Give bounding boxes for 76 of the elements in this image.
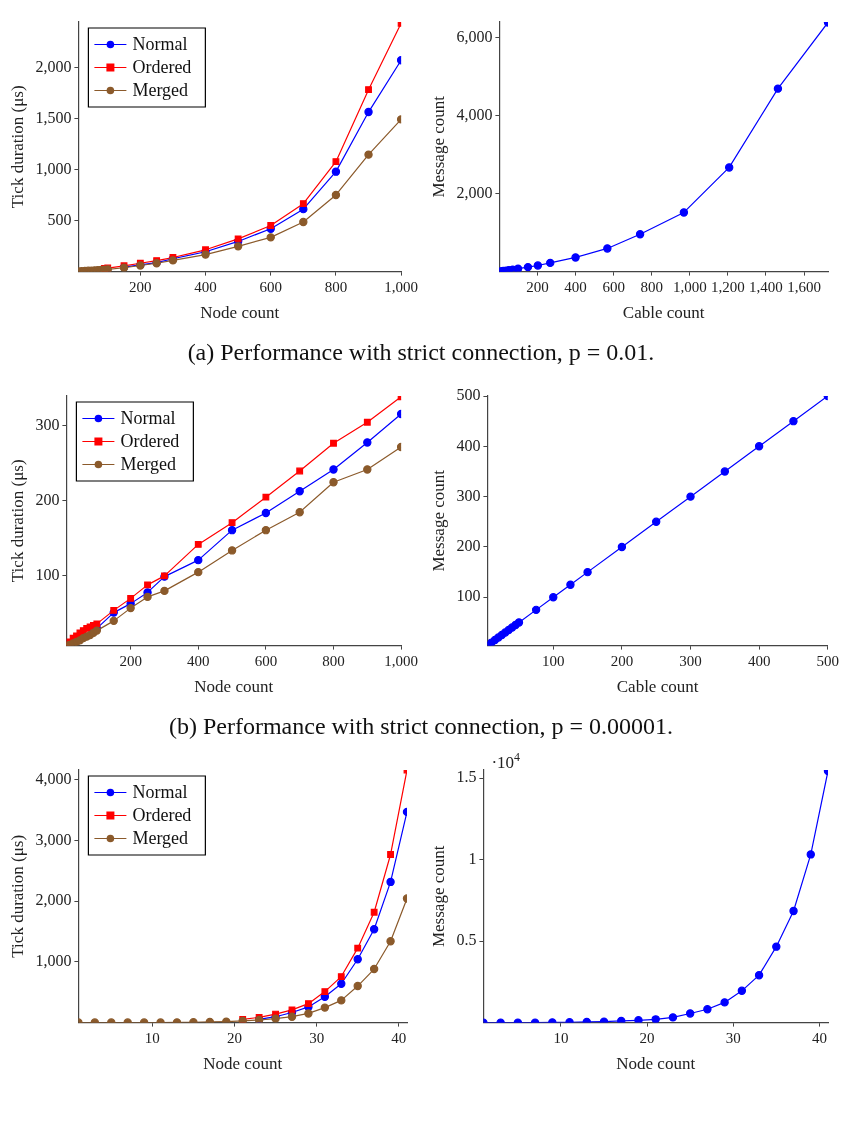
y-tick-label: 1.5: [456, 768, 477, 786]
y-tick-label: 6,000: [456, 27, 493, 45]
x-tick-label: 200: [610, 652, 634, 669]
y-axis-title: Tick duration (μs): [7, 459, 27, 583]
x-tick-label: 100: [542, 652, 565, 669]
y-tick-label: 100: [35, 566, 60, 584]
x-tick-label: 20: [226, 1029, 242, 1046]
y-tick-label: 300: [456, 486, 481, 504]
legend-label: Normal: [132, 782, 188, 803]
x-tick-label: 1,000: [672, 278, 707, 295]
y-tick-label: 4,000: [456, 105, 493, 123]
y-tick-label: 100: [456, 587, 481, 605]
x-tick-label: 10: [553, 1029, 569, 1046]
x-tick-label: 600: [254, 652, 278, 669]
legend-label: Ordered: [132, 805, 192, 826]
y-tick-label: 0.5: [456, 931, 477, 949]
y-tick-label: 500: [47, 210, 72, 228]
x-tick-label: 40: [811, 1029, 827, 1046]
legend-label: Merged: [132, 828, 189, 849]
x-tick-label: 800: [640, 278, 663, 295]
y-axis-title: Tick duration (μs): [7, 834, 27, 958]
y-tick-label: 2,000: [35, 891, 72, 909]
y-tick-label: 1,000: [35, 159, 72, 177]
x-tick-label: 1,600: [787, 278, 821, 295]
x-tick-label: 40: [391, 1029, 407, 1046]
x-tick-label: 1,000: [384, 278, 418, 295]
x-axis-title: Node count: [194, 677, 274, 697]
x-tick-label: 1,400: [749, 278, 783, 295]
x-tick-label: 200: [119, 652, 142, 669]
x-tick-label: 400: [187, 652, 210, 669]
x-tick-label: 200: [129, 278, 152, 295]
y-axis-title: Message count: [428, 845, 448, 948]
x-axis-title: Node count: [203, 1054, 283, 1074]
legend-label: Ordered: [120, 431, 180, 452]
y-axis-title: Tick duration (μs): [7, 85, 27, 209]
x-tick-label: 200: [526, 278, 549, 295]
x-tick-label: 20: [639, 1029, 655, 1046]
x-tick-label: 400: [194, 278, 217, 295]
x-tick-label: 30: [725, 1029, 741, 1046]
y-tick-label: 400: [456, 436, 481, 454]
x-tick-label: 600: [259, 278, 282, 295]
x-tick-label: 30: [309, 1029, 325, 1046]
legend-label: Merged: [120, 454, 177, 475]
x-axis-title: Node count: [200, 303, 280, 323]
x-tick-label: 1,000: [384, 652, 418, 669]
y-tick-label: 200: [35, 491, 60, 509]
y-axis-title: Message count: [428, 469, 448, 572]
text: (a) Performance with strict connection, p = 0.01.: [186, 338, 656, 367]
x-tick-label: 1,200: [710, 278, 745, 295]
y-tick-label: 3,000: [35, 830, 72, 848]
text: (b) Performance with strict connection, p = 0.00001.: [167, 712, 675, 741]
y-tick-label: 4,000: [35, 769, 72, 787]
x-tick-label: 800: [322, 652, 345, 669]
x-tick-label: 400: [747, 652, 771, 669]
x-tick-label: 300: [679, 652, 702, 669]
legend-label: Merged: [132, 80, 189, 101]
y-tick-label: 2,000: [35, 58, 72, 76]
legend-label: Ordered: [132, 57, 192, 78]
x-tick-label: 500: [816, 652, 839, 669]
x-axis-title: Cable count: [622, 303, 705, 323]
x-axis-title: Cable count: [616, 677, 699, 697]
x-axis-title: Node count: [616, 1054, 696, 1074]
x-tick-label: 10: [144, 1029, 160, 1046]
x-tick-label: 400: [564, 278, 587, 295]
x-tick-label: 600: [602, 278, 625, 295]
y-tick-label: 1,000: [35, 952, 72, 970]
y-tick-label: 500: [456, 386, 481, 404]
x-tick-label: 800: [324, 278, 348, 295]
legend-label: Normal: [132, 34, 188, 55]
y-tick-label: 1: [468, 849, 477, 867]
y-tick-label: 300: [35, 416, 60, 434]
y-tick-label: 200: [456, 537, 481, 555]
legend-label: Normal: [120, 408, 176, 429]
y-tick-label: 1,500: [35, 108, 72, 126]
y-tick-label: 2,000: [456, 183, 493, 201]
y-axis-title: Message count: [428, 95, 448, 198]
